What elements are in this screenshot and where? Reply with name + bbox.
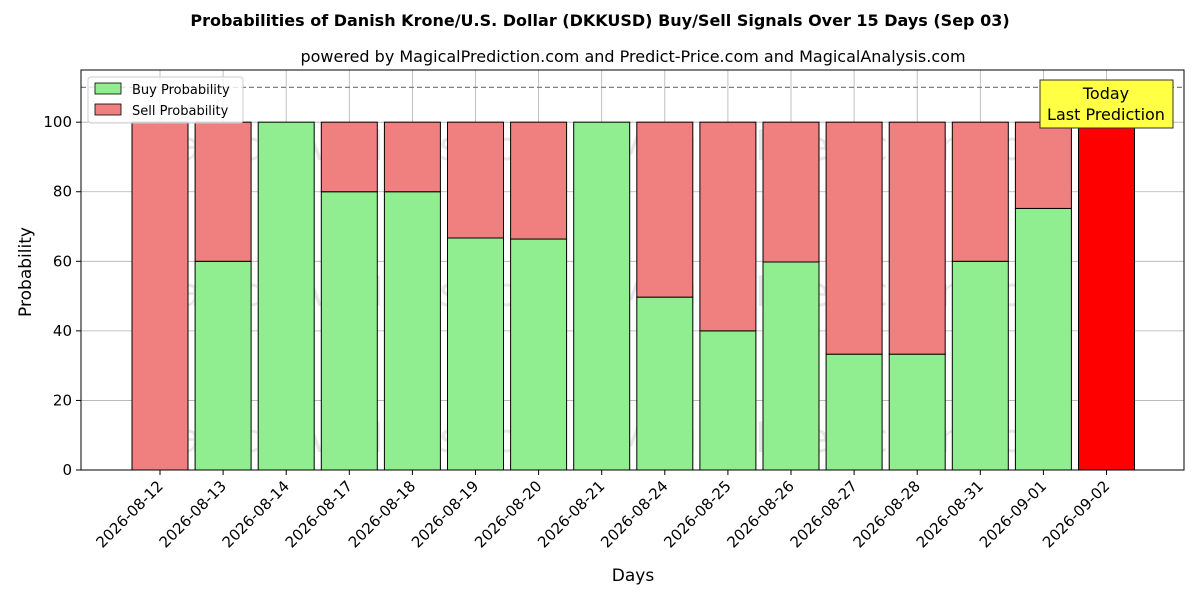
bar-sell bbox=[699, 121, 757, 332]
x-tick-label: 2026-08-17 bbox=[282, 477, 356, 551]
bar-sell bbox=[636, 121, 694, 298]
bar-buy bbox=[320, 191, 378, 471]
y-tick-label: 0 bbox=[62, 461, 72, 479]
bar-sell bbox=[194, 121, 252, 262]
bar-sell bbox=[1014, 121, 1072, 209]
x-axis-label: Days bbox=[612, 566, 655, 586]
bars bbox=[131, 121, 1135, 471]
x-tick-label: 2026-08-18 bbox=[345, 477, 419, 551]
bar-buy bbox=[447, 237, 504, 471]
x-tick-label: 2026-08-12 bbox=[92, 477, 166, 551]
bar-today bbox=[1078, 121, 1135, 471]
bar-sell bbox=[510, 121, 568, 240]
x-tick-label: 2026-09-02 bbox=[1039, 477, 1113, 551]
legend: Buy Probability Sell Probability bbox=[87, 76, 244, 124]
chart-subtitle: powered by MagicalPrediction.com and Pre… bbox=[300, 47, 965, 66]
bar-buy bbox=[257, 121, 315, 471]
bar-sell bbox=[320, 121, 378, 193]
x-tick-label: 2026-09-01 bbox=[976, 477, 1050, 551]
bar-buy bbox=[383, 191, 441, 471]
bar-buy bbox=[573, 121, 631, 471]
bar-sell bbox=[131, 121, 189, 471]
y-tick-label: 100 bbox=[43, 113, 72, 131]
x-tick-label: 2026-08-25 bbox=[660, 477, 734, 551]
legend-label-buy: Buy Probability bbox=[132, 83, 230, 98]
annotation-box bbox=[1039, 79, 1174, 129]
bar-sell bbox=[762, 121, 820, 263]
legend-swatch-sell bbox=[94, 103, 122, 116]
x-tick-label: 2026-08-20 bbox=[471, 477, 545, 551]
bar-sell bbox=[888, 121, 946, 355]
bar-buy bbox=[888, 353, 946, 471]
legend-label-sell: Sell Probability bbox=[132, 104, 229, 119]
annotation-line1: Today bbox=[1082, 84, 1129, 103]
bar-sell bbox=[383, 121, 441, 193]
x-tick-label: 2026-08-21 bbox=[534, 477, 608, 551]
chart-title: Probabilities of Danish Krone/U.S. Dolla… bbox=[190, 11, 1009, 30]
x-tick-label: 2026-08-14 bbox=[219, 477, 293, 551]
annotation-line2: Last Prediction bbox=[1047, 105, 1165, 124]
bar-buy bbox=[194, 260, 252, 471]
bar-buy bbox=[951, 260, 1009, 471]
x-tick-label: 2026-08-31 bbox=[913, 477, 987, 551]
x-tick-label: 2026-08-19 bbox=[408, 477, 482, 551]
legend-swatch-buy bbox=[94, 82, 122, 95]
today-annotation: Today Last Prediction bbox=[1039, 79, 1174, 129]
y-tick-label: 80 bbox=[53, 183, 72, 201]
bar-sell bbox=[447, 121, 504, 239]
x-tick-label: 2026-08-13 bbox=[156, 477, 230, 551]
bar-sell bbox=[825, 121, 883, 355]
x-tick-label: 2026-08-27 bbox=[787, 477, 861, 551]
bar-buy bbox=[1014, 207, 1072, 471]
x-tick-label: 2026-08-28 bbox=[850, 477, 924, 551]
bar-buy bbox=[699, 330, 757, 471]
y-axis-label: Probability bbox=[16, 227, 36, 317]
x-tick-label: 2026-08-26 bbox=[723, 477, 797, 551]
y-tick-label: 60 bbox=[53, 252, 72, 270]
bar-buy bbox=[636, 296, 694, 471]
bar-buy bbox=[825, 353, 883, 471]
plot-frame bbox=[80, 69, 1185, 471]
y-tick-label: 40 bbox=[53, 322, 72, 340]
bar-buy bbox=[762, 261, 820, 471]
x-tick-label: 2026-08-24 bbox=[597, 477, 671, 551]
legend-box bbox=[87, 76, 244, 124]
bar-sell bbox=[951, 121, 1009, 262]
y-tick-label: 20 bbox=[53, 391, 72, 409]
bar-buy bbox=[510, 238, 568, 471]
